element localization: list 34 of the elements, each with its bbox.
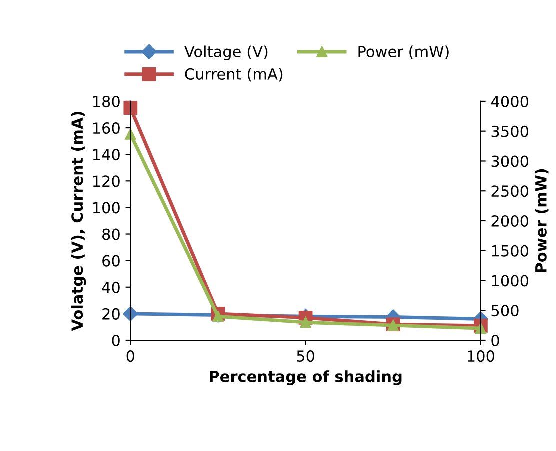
y2-tick-label: 500 (492, 305, 519, 317)
y-tick-label: 80 (102, 228, 120, 240)
y-tick-label: 100 (93, 202, 120, 214)
y2-tick-label: 4000 (491, 96, 529, 108)
point (212, 311, 224, 322)
point (388, 320, 399, 332)
point (124, 101, 138, 116)
y-tick-label: 0 (112, 334, 120, 347)
y2-tick-label: 2000 (492, 215, 529, 228)
y-axis-title: Volatge (V), Current (mA) (71, 112, 86, 332)
y-tick-label: 40 (102, 282, 120, 294)
legend-label: Voltage (V) (184, 46, 268, 61)
x-tick-label: 100 (468, 350, 495, 362)
point (300, 317, 312, 328)
y-tick-label: 60 (102, 255, 120, 267)
y-tick-label: 140 (93, 149, 120, 161)
x-axis-title: Percentage of shading (210, 370, 402, 386)
y2-tick-label: 1000 (492, 275, 529, 287)
point (123, 306, 138, 322)
y2-tick-label: 3500 (492, 126, 529, 138)
y2-tick-label: 1500 (492, 245, 529, 257)
legend-label: Current (mA) (185, 68, 283, 82)
x-tick-label: 0 (126, 350, 135, 362)
y-tick-label: 180 (93, 96, 120, 108)
legend-label: Power (mW) (358, 46, 449, 60)
y-tick-label: 20 (102, 308, 120, 320)
y2-tick-label: 2500 (492, 186, 529, 198)
y-tick-label: 160 (93, 122, 120, 134)
x-tick-label: 50 (297, 350, 315, 362)
y2-axis-title: Power (mW) (535, 169, 549, 272)
point (125, 128, 136, 140)
y2-tick-label: 3000 (492, 156, 529, 168)
y2-tick-label: 0 (492, 334, 500, 347)
y-tick-label: 120 (93, 176, 120, 188)
